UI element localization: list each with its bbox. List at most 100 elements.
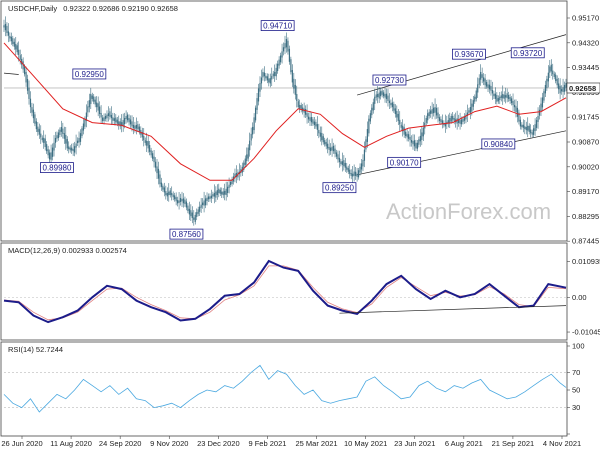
candle-body: [371, 107, 373, 116]
candle-body: [357, 170, 360, 178]
candle-body: [153, 156, 155, 163]
candle-body: [552, 70, 554, 75]
candle-body: [468, 110, 470, 113]
candle-body: [356, 173, 358, 177]
candle-body: [121, 122, 123, 127]
candle-body: [81, 128, 83, 137]
candle-body: [547, 72, 549, 82]
candle-body: [406, 133, 408, 138]
candle-body: [106, 114, 108, 119]
rsi-lines: [3, 364, 567, 413]
candle-body: [353, 171, 355, 176]
candle-body: [519, 119, 521, 127]
x-tick-label: 9 Nov 2020: [150, 439, 188, 448]
candle-body: [405, 131, 407, 137]
candle-body: [31, 107, 33, 113]
candle-body: [277, 63, 279, 71]
candle-body: [216, 190, 218, 195]
candle-body: [104, 115, 107, 119]
candle-body: [272, 73, 274, 77]
candle-body: [466, 112, 469, 116]
candle-body: [299, 104, 301, 109]
candle-body: [41, 137, 43, 141]
candle-body: [259, 82, 261, 92]
candle-body: [438, 117, 441, 121]
candle-body: [76, 140, 79, 144]
x-tick-label: 10 May 2021: [344, 439, 387, 448]
candle-body: [363, 149, 366, 161]
rsi-y-tick-label: 30: [572, 403, 580, 412]
candle-body: [122, 120, 124, 127]
candle-body: [335, 152, 338, 157]
candle-body: [131, 121, 133, 127]
price-label: 0.93720: [513, 49, 542, 58]
last-price-box: [566, 82, 600, 94]
candle-body: [291, 70, 293, 83]
candle-body: [222, 191, 224, 196]
candle-body: [499, 96, 501, 101]
candle-body: [538, 109, 541, 116]
left-trend-line: [3, 72, 19, 75]
candle-body: [252, 126, 254, 135]
candle-body: [491, 90, 494, 94]
candle-body: [541, 97, 544, 108]
price-label-box: [169, 228, 204, 240]
candle-body: [75, 143, 77, 148]
candle-body: [265, 75, 267, 79]
candle-body: [322, 136, 324, 143]
candle-body: [49, 152, 51, 160]
candle-body: [287, 40, 289, 52]
candle-body: [434, 107, 436, 113]
candle-body: [78, 137, 80, 143]
candle-body: [344, 162, 346, 168]
candle-body: [430, 110, 432, 114]
candle-body: [285, 39, 288, 48]
rsi-y-tick-label: 50: [572, 386, 580, 395]
candle-body: [23, 66, 26, 75]
candle-body: [171, 192, 173, 196]
candle-body: [518, 112, 520, 122]
candle-body: [313, 121, 316, 126]
watermark-text: ActionForex.com: [386, 199, 551, 224]
candle-body: [57, 132, 60, 138]
candle-body: [530, 129, 532, 134]
candle-body: [274, 71, 276, 77]
candle-body: [375, 94, 377, 98]
price-y-tick-label: 0.93445: [572, 63, 599, 72]
candle-body: [156, 166, 158, 174]
candle-body: [174, 195, 176, 200]
candle-body: [527, 125, 529, 131]
moving-average-line: [3, 42, 567, 181]
candle-body: [175, 197, 177, 202]
candle-body: [269, 78, 271, 84]
candle-body: [74, 146, 76, 153]
price-label: 0.90840: [484, 140, 513, 149]
candle-body: [531, 132, 533, 135]
candle-body: [347, 168, 349, 172]
candle-body: [207, 196, 210, 200]
candle-body: [181, 199, 183, 202]
rsi-pane-frame: [0, 341, 568, 437]
candle-body: [510, 98, 513, 104]
macd-pane-frame: [0, 242, 568, 341]
candle-body: [478, 78, 480, 85]
candle-body: [480, 71, 482, 80]
candle-body: [374, 96, 376, 104]
candle-body: [452, 115, 454, 120]
candle-body: [474, 96, 476, 102]
price-y-tick-label: 0.94320: [572, 38, 599, 47]
candle-body: [129, 119, 132, 125]
candle-body: [210, 195, 213, 199]
candle-body: [365, 139, 367, 150]
candle-body: [449, 118, 451, 124]
candle-body: [503, 94, 505, 99]
candle-body: [296, 94, 298, 101]
candle-body: [555, 74, 557, 82]
candle-body: [416, 142, 419, 149]
candle-body: [391, 102, 393, 108]
candle-body: [71, 147, 73, 151]
candle-body: [512, 100, 514, 106]
rsi-y-tick-label: 70: [572, 368, 580, 377]
candle-body: [284, 43, 286, 49]
candle-body: [50, 152, 52, 160]
